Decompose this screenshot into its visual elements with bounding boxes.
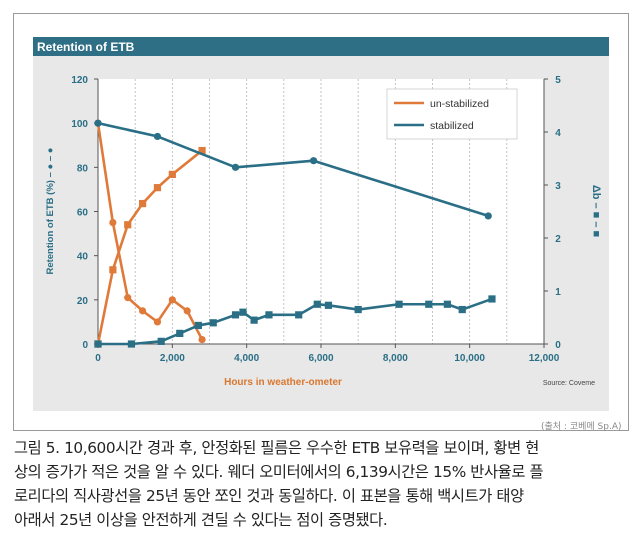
data-point-stabilized xyxy=(176,329,184,337)
data-point-stabilized xyxy=(94,119,102,127)
data-point-unstabilized xyxy=(124,221,132,229)
caption-line: 아래서 25년 이상을 안전하게 견딜 수 있다는 점이 증명됐다. xyxy=(14,511,388,529)
data-point-unstabilized xyxy=(124,294,132,302)
x-tick-label: 12,000 xyxy=(529,353,560,364)
chart-title: Retention of ETB xyxy=(37,40,135,54)
data-point-stabilized xyxy=(127,340,136,348)
y-left-tick-label: 100 xyxy=(71,119,88,130)
data-point-stabilized xyxy=(250,316,258,324)
data-point-unstabilized xyxy=(198,335,206,344)
caption-line: 로리다의 직사광선을 25년 동안 쪼인 것과 동일하다. 이 표본을 통해 백… xyxy=(14,487,524,505)
data-point-stabilized xyxy=(458,305,466,314)
series xyxy=(94,119,496,348)
data-point-stabilized xyxy=(484,212,492,220)
legend-box xyxy=(386,88,518,140)
y-left-tick-label: 20 xyxy=(77,296,89,307)
data-point-stabilized xyxy=(153,132,162,141)
data-point-stabilized xyxy=(231,163,240,171)
data-point-stabilized xyxy=(443,300,451,308)
data-point-stabilized xyxy=(157,337,165,345)
y-left-tick-label: 40 xyxy=(77,252,89,263)
legend-label-unstabilized: un-stabilized xyxy=(430,98,489,110)
data-point-stabilized xyxy=(324,301,333,309)
data-point-stabilized xyxy=(395,300,403,308)
data-point-stabilized xyxy=(239,308,247,316)
figure-caption: 그림 5. 10,600시간 경과 후, 안정화된 필름은 우수한 ETB 보유… xyxy=(14,436,630,532)
data-point-unstabilized xyxy=(139,307,147,315)
y-axis-left-label: Retention of ETB (%) – ● – ● xyxy=(45,147,56,274)
y-right-tick-label: 1 xyxy=(555,287,561,298)
title-bar xyxy=(33,37,609,56)
legend-label-stabilized: stabilized xyxy=(430,120,474,132)
legend: un-stabilized stabilized xyxy=(386,88,518,140)
x-tick-label: 0 xyxy=(95,353,101,364)
x-tick-label: 2,000 xyxy=(160,353,185,364)
x-tick-label: 8,000 xyxy=(383,353,408,364)
y-left-tick-label: 120 xyxy=(71,75,88,86)
data-point-stabilized xyxy=(265,311,273,319)
data-point-unstabilized xyxy=(153,184,162,192)
y-right-tick-label: 3 xyxy=(555,181,561,192)
chart: Retention of ETB 0 2,000 4,000 6,000 8,000 10… xyxy=(13,13,629,431)
y-left-tick-label: 0 xyxy=(82,340,88,351)
chart-source: Source: Coveme xyxy=(543,380,595,387)
data-point-unstabilized xyxy=(153,318,162,326)
caption-line: 상의 증가가 적은 것을 알 수 있다. 웨더 오미터에서의 6,139시간은 … xyxy=(14,463,544,481)
data-point-stabilized xyxy=(295,311,303,319)
data-point-stabilized xyxy=(231,311,240,319)
data-point-stabilized xyxy=(94,340,102,348)
y-right-tick-label: 5 xyxy=(555,75,561,86)
y-left-tick-label: 80 xyxy=(77,163,89,174)
data-point-unstabilized xyxy=(198,146,206,155)
caption-line: 그림 5. 10,600시간 경과 후, 안정화된 필름은 우수한 ETB 보유… xyxy=(14,439,539,457)
data-point-stabilized xyxy=(309,157,318,165)
data-point-unstabilized xyxy=(168,170,176,178)
y-right-tick-label: 4 xyxy=(555,128,561,139)
axes: 0 2,000 4,000 6,000 8,000 10,000 12,0000204060… xyxy=(71,75,561,364)
data-point-stabilized xyxy=(488,295,496,303)
x-tick-label: 6,000 xyxy=(308,353,333,364)
data-point-stabilized xyxy=(313,300,321,308)
x-tick-label: 10,000 xyxy=(454,353,485,364)
data-point-stabilized xyxy=(209,319,217,327)
y-right-tick-label: 0 xyxy=(555,340,561,351)
data-point-unstabilized xyxy=(109,218,117,227)
image-credit: (출처 : 코베메 Sp.A) xyxy=(541,422,622,432)
data-point-unstabilized xyxy=(139,199,147,208)
y-left-tick-label: 60 xyxy=(77,208,89,219)
y-axis-right-label: Δb – ■ – ■ xyxy=(590,185,602,237)
x-tick-label: 4,000 xyxy=(234,353,259,364)
data-point-unstabilized xyxy=(183,307,191,315)
figure-panel: Retention of ETB 0 2,000 4,000 6,000 8,000 10… xyxy=(13,13,629,432)
data-point-stabilized xyxy=(194,321,202,330)
y-right-tick-label: 2 xyxy=(555,234,561,245)
data-point-unstabilized xyxy=(109,266,117,274)
x-axis-label: Hours in weather-ometer xyxy=(224,377,342,388)
data-point-stabilized xyxy=(425,300,433,308)
data-point-stabilized xyxy=(354,305,362,314)
data-point-unstabilized xyxy=(168,296,176,304)
